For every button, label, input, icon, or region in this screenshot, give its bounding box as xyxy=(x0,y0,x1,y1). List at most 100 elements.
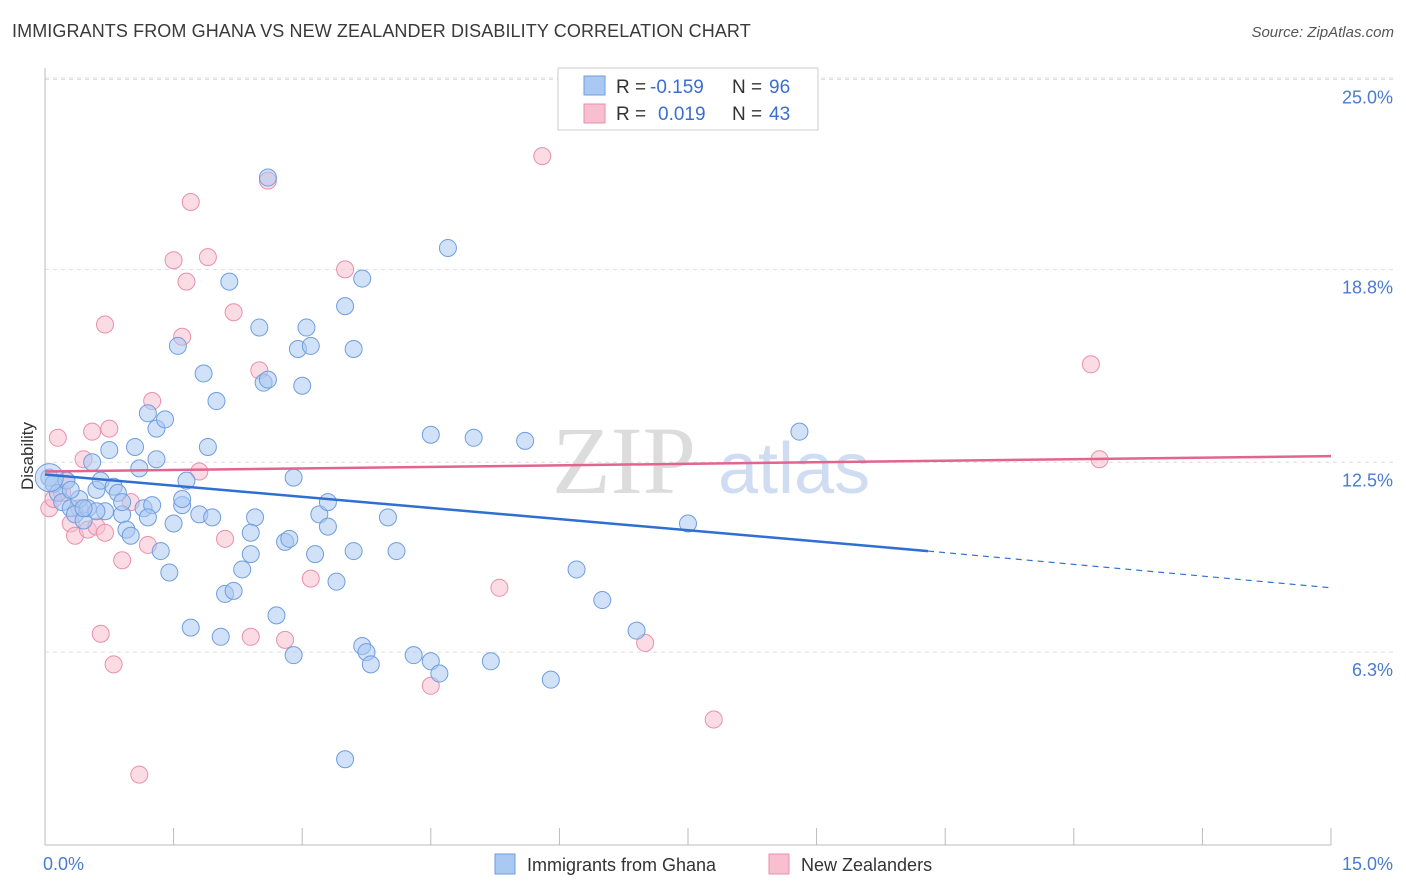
data-point-new-zealanders xyxy=(301,569,320,588)
bottom-legend: Immigrants from Ghana New Zealanders xyxy=(494,853,932,875)
data-point-ghana xyxy=(160,563,179,582)
data-point-new-zealanders xyxy=(336,260,355,279)
data-point-ghana xyxy=(164,514,183,533)
data-point-ghana xyxy=(336,750,355,769)
data-point-ghana xyxy=(156,410,175,429)
watermark-atlas: atlas xyxy=(718,429,870,509)
data-point-ghana xyxy=(250,318,269,337)
data-point-ghana xyxy=(177,471,196,490)
chart-title: IMMIGRANTS FROM GHANA VS NEW ZEALANDER D… xyxy=(12,21,751,41)
data-point-ghana xyxy=(83,453,102,472)
watermark-zip: ZIP xyxy=(552,407,696,514)
data-point-ghana xyxy=(378,508,397,527)
data-point-ghana xyxy=(138,508,157,527)
data-point-ghana xyxy=(430,664,449,683)
legend-r-label-1: R = xyxy=(616,77,646,98)
tick-labels: 6.3% 12.5% 18.8% 25.0% 0.0% 15.0% xyxy=(43,88,1393,874)
legend-swatch-ghana xyxy=(583,75,606,96)
data-point-ghana xyxy=(516,431,535,450)
data-point-ghana xyxy=(293,376,312,395)
data-point-ghana xyxy=(138,404,157,423)
data-point-ghana xyxy=(353,269,372,288)
data-point-ghana xyxy=(147,450,166,469)
y-tick-label: 6.3% xyxy=(1352,660,1393,680)
data-point-ghana xyxy=(344,339,363,358)
x-tick-label-min: 0.0% xyxy=(43,854,84,874)
source-credit: Source: ZipAtlas.com xyxy=(1251,24,1394,41)
data-point-ghana xyxy=(113,493,132,512)
legend-r-value-1: -0.159 xyxy=(650,77,704,98)
trend-lines xyxy=(44,454,1332,589)
data-point-new-zealanders xyxy=(241,627,260,646)
data-point-ghana xyxy=(241,545,260,564)
data-point-ghana xyxy=(241,523,260,542)
data-point-ghana-cluster xyxy=(34,463,64,493)
data-point-ghana xyxy=(233,560,252,579)
bottom-legend-swatch-ghana xyxy=(494,853,516,875)
data-point-new-zealanders xyxy=(1081,355,1100,374)
y-tick-label: 18.8% xyxy=(1342,277,1393,297)
data-point-ghana xyxy=(100,441,119,460)
data-point-ghana xyxy=(567,560,586,579)
y-tick-label: 25.0% xyxy=(1342,88,1393,108)
data-point-new-zealanders xyxy=(91,624,110,643)
data-point-new-zealanders xyxy=(533,147,552,166)
data-point-ghana xyxy=(297,318,316,337)
data-point-new-zealanders xyxy=(48,428,67,447)
data-point-new-zealanders xyxy=(490,578,509,597)
data-point-ghana xyxy=(258,168,277,187)
data-point-new-zealanders xyxy=(198,248,217,267)
data-point-ghana xyxy=(310,505,329,524)
data-point-ghana xyxy=(404,646,423,665)
data-point-new-zealanders xyxy=(181,193,200,212)
data-point-ghana xyxy=(284,646,303,665)
data-point-ghana xyxy=(627,621,646,640)
data-point-ghana xyxy=(126,437,145,456)
data-point-ghana xyxy=(318,493,337,512)
data-point-ghana xyxy=(220,272,239,291)
axes xyxy=(44,68,1332,846)
trend-line-ghana-extrapolated xyxy=(927,550,1332,589)
data-point-ghana xyxy=(130,459,149,478)
legend-r-value-2: 0.019 xyxy=(658,104,706,125)
data-point-new-zealanders xyxy=(177,272,196,291)
data-point-ghana xyxy=(61,480,80,499)
data-point-new-zealanders xyxy=(164,251,183,270)
data-point-ghana xyxy=(224,581,243,600)
data-point-ghana xyxy=(198,437,217,456)
data-point-new-zealanders xyxy=(224,303,243,322)
data-point-ghana xyxy=(74,499,93,518)
legend-swatch-nz xyxy=(583,103,606,124)
series-ghana xyxy=(34,168,809,769)
legend-n-value-1: 96 xyxy=(769,77,790,98)
data-point-ghana xyxy=(790,422,809,441)
legend-n-label-1: N = xyxy=(732,77,762,98)
data-point-ghana xyxy=(301,336,320,355)
data-point-new-zealanders xyxy=(421,676,440,695)
data-point-ghana xyxy=(168,336,187,355)
legend-n-value-2: 43 xyxy=(769,104,790,125)
data-point-ghana xyxy=(280,529,299,548)
data-point-ghana xyxy=(438,238,457,257)
data-point-ghana xyxy=(173,490,192,509)
data-point-new-zealanders xyxy=(83,422,102,441)
data-point-new-zealanders xyxy=(100,419,119,438)
data-point-new-zealanders xyxy=(636,633,655,652)
data-point-ghana xyxy=(306,545,325,564)
data-point-ghana xyxy=(194,364,213,383)
bottom-legend-label-nz: New Zealanders xyxy=(801,855,932,875)
data-point-ghana xyxy=(267,606,286,625)
data-point-ghana xyxy=(211,627,230,646)
data-point-ghana xyxy=(593,591,612,610)
legend-n-label-2: N = xyxy=(732,104,762,125)
data-point-ghana xyxy=(541,670,560,689)
y-tick-label: 12.5% xyxy=(1342,470,1393,490)
trend-line-ghana xyxy=(44,473,929,553)
data-point-new-zealanders xyxy=(113,551,132,570)
data-point-ghana xyxy=(203,508,222,527)
data-point-ghana xyxy=(181,618,200,637)
data-point-ghana xyxy=(481,652,500,671)
data-point-ghana xyxy=(387,542,406,561)
data-point-new-zealanders xyxy=(704,710,723,729)
